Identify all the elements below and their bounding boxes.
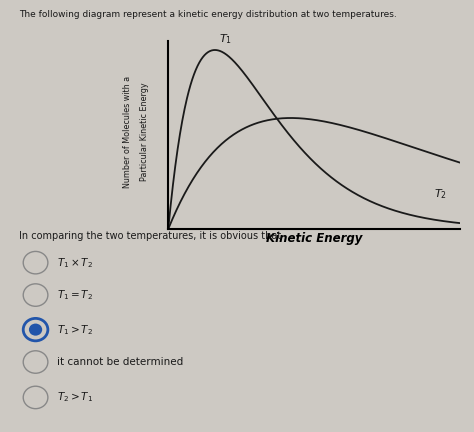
Text: $T_2 > T_1$: $T_2 > T_1$ [57, 391, 93, 404]
Text: In comparing the two temperatures, it is obvious that: In comparing the two temperatures, it is… [19, 231, 281, 241]
Text: it cannot be determined: it cannot be determined [57, 357, 183, 367]
Text: $T_1 = T_2$: $T_1 = T_2$ [57, 288, 93, 302]
Text: $T_1 > T_2$: $T_1 > T_2$ [57, 323, 93, 337]
Text: Particular Kinetic Energy: Particular Kinetic Energy [140, 83, 149, 181]
Text: The following diagram represent a kinetic energy distribution at two temperature: The following diagram represent a kineti… [19, 10, 397, 19]
Text: $T_1 \times T_2$: $T_1 \times T_2$ [57, 256, 93, 270]
X-axis label: Kinetic Energy: Kinetic Energy [266, 232, 362, 245]
Text: $T_1$: $T_1$ [219, 32, 232, 46]
Text: $T_2$: $T_2$ [434, 187, 447, 201]
Text: Number of Molecules with a: Number of Molecules with a [124, 76, 132, 188]
